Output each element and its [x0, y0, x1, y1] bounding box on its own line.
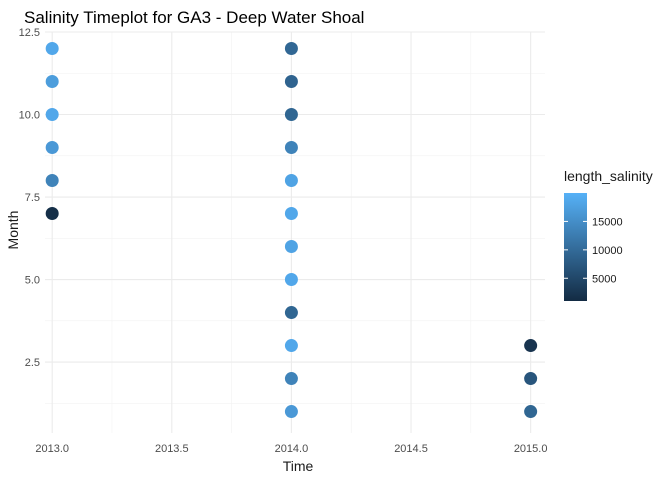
- data-point: [284, 273, 298, 287]
- data-point: [524, 372, 538, 386]
- x-tick-label: 2015.0: [514, 443, 548, 455]
- data-point: [284, 240, 298, 254]
- y-tick-label: 5.0: [25, 275, 40, 287]
- data-point: [45, 174, 59, 188]
- legend-tick-label: 5000: [592, 273, 616, 285]
- y-tick-label: 2.5: [25, 357, 40, 369]
- point-layer: [45, 42, 538, 419]
- x-axis-ticks: 2013.0 2013.5 2014.0 2014.5 2015.0: [35, 443, 547, 455]
- data-point: [284, 75, 298, 89]
- data-point: [284, 372, 298, 386]
- x-axis-title: Time: [283, 458, 314, 474]
- x-tick-label: 2014.0: [275, 443, 309, 455]
- data-point: [524, 405, 538, 419]
- legend-colorbar: [564, 193, 587, 301]
- x-tick-label: 2013.5: [155, 443, 189, 455]
- data-point: [284, 141, 298, 155]
- legend-tick-label: 15000: [592, 216, 623, 228]
- chart-title: Salinity Timeplot for GA3 - Deep Water S…: [24, 8, 364, 27]
- x-tick-label: 2014.5: [394, 443, 428, 455]
- y-axis-ticks: 2.5 5.0 7.5 10.0 12.5: [19, 27, 40, 369]
- y-tick-label: 7.5: [25, 192, 40, 204]
- legend: length_salinity 5000 10000 15000: [564, 168, 653, 301]
- data-point: [45, 108, 59, 122]
- x-tick-label: 2013.0: [35, 443, 69, 455]
- y-tick-label: 12.5: [19, 27, 40, 39]
- data-point: [45, 141, 59, 155]
- data-point: [45, 42, 59, 56]
- data-point: [284, 108, 298, 122]
- data-point: [284, 174, 298, 188]
- legend-tick-label: 10000: [592, 245, 623, 257]
- data-point: [284, 405, 298, 419]
- data-point: [284, 42, 298, 56]
- data-point: [284, 339, 298, 353]
- legend-title: length_salinity: [564, 168, 653, 184]
- data-point: [524, 339, 538, 353]
- data-point: [45, 75, 59, 89]
- data-point: [284, 306, 298, 320]
- y-tick-label: 10.0: [19, 110, 40, 122]
- y-axis-title: Month: [5, 211, 21, 250]
- data-point: [284, 207, 298, 221]
- data-point: [45, 207, 59, 221]
- legend-ticks: 5000 10000 15000: [564, 216, 623, 285]
- grid-layer: [45, 31, 545, 433]
